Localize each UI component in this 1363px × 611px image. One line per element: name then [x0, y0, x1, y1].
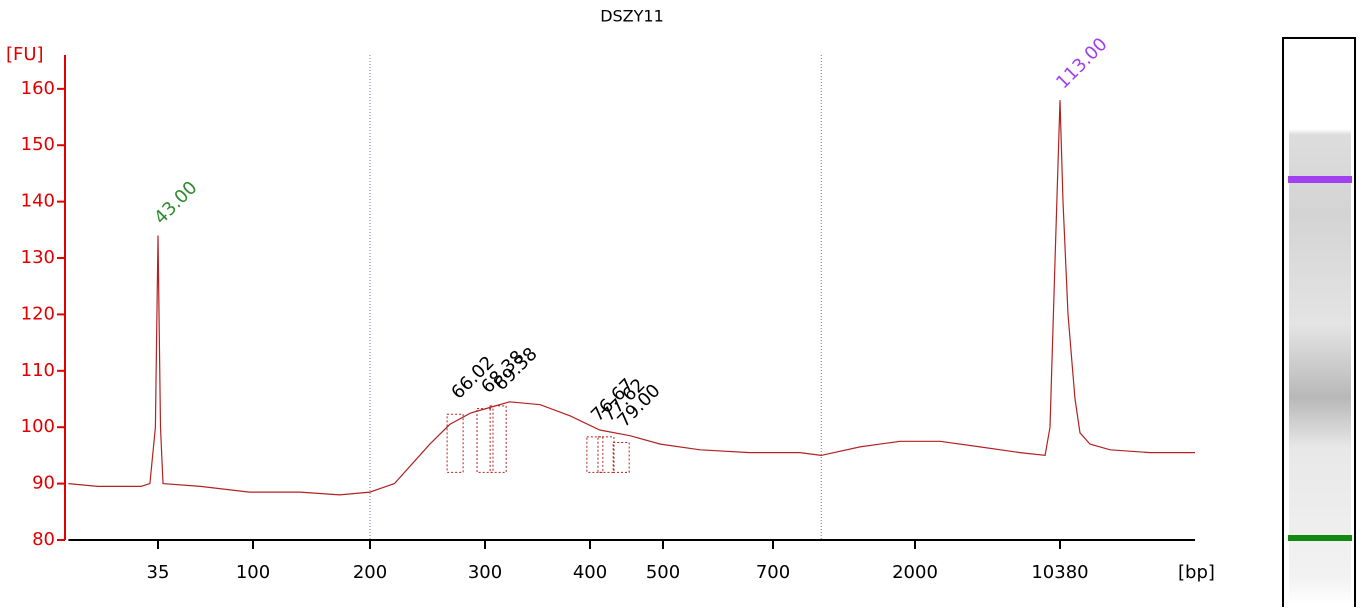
x-tick-label: 300: [468, 562, 502, 583]
peak-label: 113.00: [1052, 34, 1111, 93]
peak-window: [446, 413, 464, 473]
y-tick-label: 90: [32, 473, 55, 494]
x-tick-label: 700: [756, 562, 790, 583]
trace: [68, 100, 1195, 496]
peak-window: [476, 408, 494, 473]
y-axis-label: [FU]: [6, 44, 44, 65]
peak-window: [489, 405, 507, 473]
y-tick-label: 80: [32, 529, 55, 550]
peak-label: 43.00: [150, 177, 201, 228]
peak-window: [597, 436, 615, 473]
y-tick-label: 100: [21, 416, 55, 437]
x-tick-label: 10380: [1031, 562, 1088, 583]
x-tick-label: 400: [573, 562, 607, 583]
gel-band-upper: [1288, 176, 1352, 183]
peak-window: [612, 441, 630, 473]
x-tick-label: 100: [236, 562, 270, 583]
gel-band-lower: [1288, 535, 1352, 541]
peak-window: [586, 436, 604, 473]
x-axis-label: [bp]: [1178, 562, 1215, 583]
x-tick-label: 35: [147, 562, 170, 583]
chart-title: DSZY11: [600, 7, 664, 26]
gel-lane: [1282, 37, 1356, 611]
y-tick-label: 130: [21, 247, 55, 268]
y-tick-label: 110: [21, 360, 55, 381]
gel-smear: [1289, 45, 1351, 605]
x-tick-label: 500: [646, 562, 680, 583]
x-tick-label: 2000: [892, 562, 938, 583]
y-tick-label: 160: [21, 78, 55, 99]
y-tick-label: 120: [21, 303, 55, 324]
y-tick-label: 140: [21, 191, 55, 212]
y-tick-label: 150: [21, 134, 55, 155]
x-tick-label: 200: [353, 562, 387, 583]
